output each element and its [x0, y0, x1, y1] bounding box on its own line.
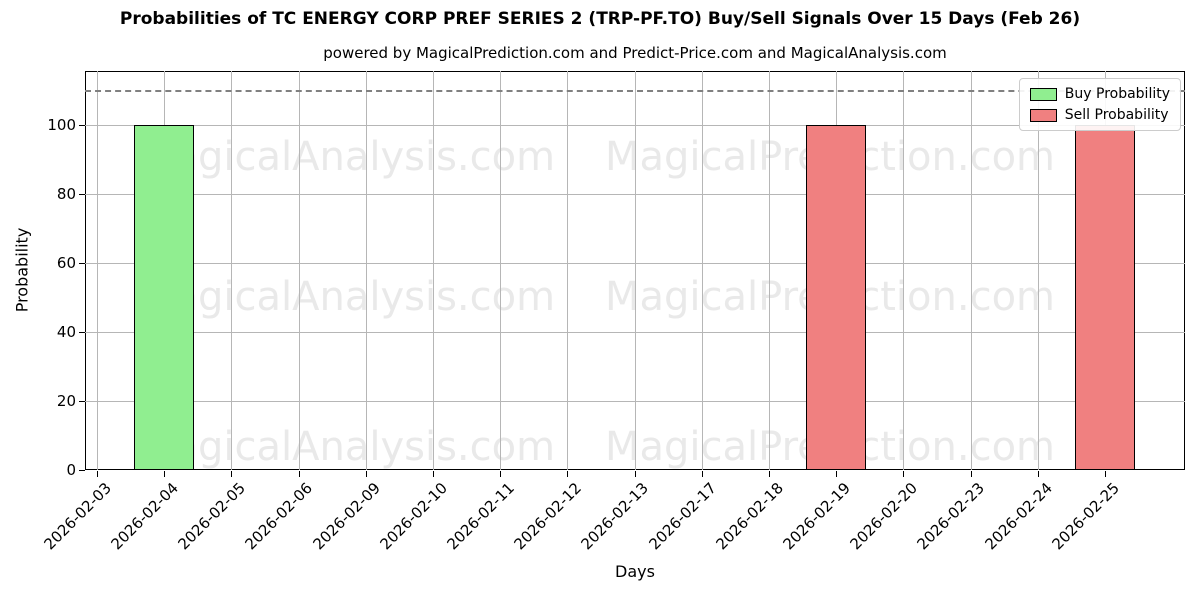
- x-tick-label: 2026-02-03: [40, 479, 115, 554]
- legend-label-sell: Sell Probability: [1064, 107, 1169, 123]
- x-tick-mark: [836, 471, 838, 477]
- legend: Buy Probability Sell Probability: [1018, 78, 1181, 131]
- x-tick-label: 2026-02-10: [376, 479, 451, 554]
- x-tick-mark: [231, 471, 233, 477]
- v-gridline: [970, 71, 972, 470]
- y-tick-mark: [79, 193, 85, 195]
- x-tick-label: 2026-02-24: [981, 479, 1056, 554]
- bar-2026-02-19: [806, 124, 867, 470]
- bar-2026-02-04: [134, 124, 195, 470]
- x-tick-mark: [634, 471, 636, 477]
- y-tick-label: 60: [56, 253, 76, 272]
- x-tick-label: 2026-02-18: [712, 479, 787, 554]
- x-tick-label: 2026-02-17: [645, 479, 720, 554]
- x-tick-mark: [500, 471, 502, 477]
- x-tick-label: 2026-02-05: [174, 479, 250, 554]
- y-tick-label: 80: [56, 184, 76, 203]
- x-axis-label: Days: [615, 562, 655, 581]
- v-gridline: [769, 71, 770, 470]
- plot-area: MagicalAnalysis.comMagicalPrediction.com…: [85, 71, 1185, 470]
- threshold-dashed-line: [85, 90, 1185, 92]
- y-tick-mark: [79, 124, 85, 126]
- x-tick-mark: [701, 471, 703, 477]
- y-tick-label: 100: [47, 115, 76, 134]
- chart-title: Probabilities of TC ENERGY CORP PREF SER…: [119, 9, 1081, 29]
- v-gridline: [231, 71, 233, 470]
- legend-item-buy: Buy Probability: [1029, 86, 1170, 102]
- v-gridline: [97, 71, 98, 470]
- sell-probability-swatch: [1029, 108, 1057, 122]
- v-gridline: [1037, 71, 1039, 470]
- x-tick-label: 2026-02-11: [443, 479, 518, 554]
- x-tick-mark: [1105, 471, 1106, 477]
- v-gridline: [433, 71, 434, 470]
- watermark-text: MagicalAnalysis.com: [138, 134, 556, 180]
- v-gridline: [567, 71, 569, 470]
- v-gridline: [903, 71, 905, 470]
- x-tick-label: 2026-02-12: [510, 479, 586, 554]
- x-tick-mark: [567, 471, 569, 477]
- y-tick-label: 20: [56, 391, 76, 410]
- chart-subtitle: powered by MagicalPrediction.com and Pre…: [323, 44, 947, 62]
- x-tick-mark: [1037, 471, 1039, 477]
- v-gridline: [500, 71, 502, 470]
- x-tick-mark: [903, 471, 905, 477]
- legend-label-buy: Buy Probability: [1064, 86, 1170, 102]
- x-tick-label: 2026-02-23: [913, 479, 989, 554]
- y-tick-mark: [79, 470, 85, 471]
- x-tick-mark: [97, 471, 98, 477]
- x-tick-label: 2026-02-04: [107, 479, 182, 554]
- x-tick-mark: [769, 471, 770, 477]
- x-tick-mark: [365, 471, 367, 477]
- legend-item-sell: Sell Probability: [1029, 107, 1170, 123]
- x-tick-label: 2026-02-25: [1048, 479, 1123, 554]
- x-tick-label: 2026-02-06: [241, 479, 317, 554]
- v-gridline: [634, 71, 636, 470]
- y-tick-label: 40: [56, 322, 76, 341]
- buy-probability-swatch: [1029, 87, 1057, 101]
- v-gridline: [701, 71, 703, 470]
- x-tick-mark: [433, 471, 434, 477]
- watermark-text: MagicalAnalysis.com: [138, 424, 556, 470]
- v-gridline: [298, 71, 300, 470]
- x-tick-label: 2026-02-20: [846, 479, 922, 554]
- watermark-text: MagicalAnalysis.com: [138, 274, 556, 320]
- x-tick-label: 2026-02-09: [309, 479, 384, 554]
- v-gridline: [365, 71, 367, 470]
- y-tick-mark: [79, 262, 85, 264]
- y-tick-label: 0: [66, 461, 76, 479]
- x-tick-mark: [164, 471, 166, 477]
- x-tick-mark: [970, 471, 972, 477]
- x-tick-label: 2026-02-13: [577, 479, 653, 554]
- x-tick-label: 2026-02-19: [779, 479, 854, 554]
- y-tick-mark: [79, 400, 85, 402]
- bar-2026-02-25: [1075, 124, 1135, 470]
- plot-inner: MagicalAnalysis.comMagicalPrediction.com…: [85, 71, 1185, 470]
- y-tick-mark: [79, 331, 85, 333]
- x-tick-mark: [298, 471, 300, 477]
